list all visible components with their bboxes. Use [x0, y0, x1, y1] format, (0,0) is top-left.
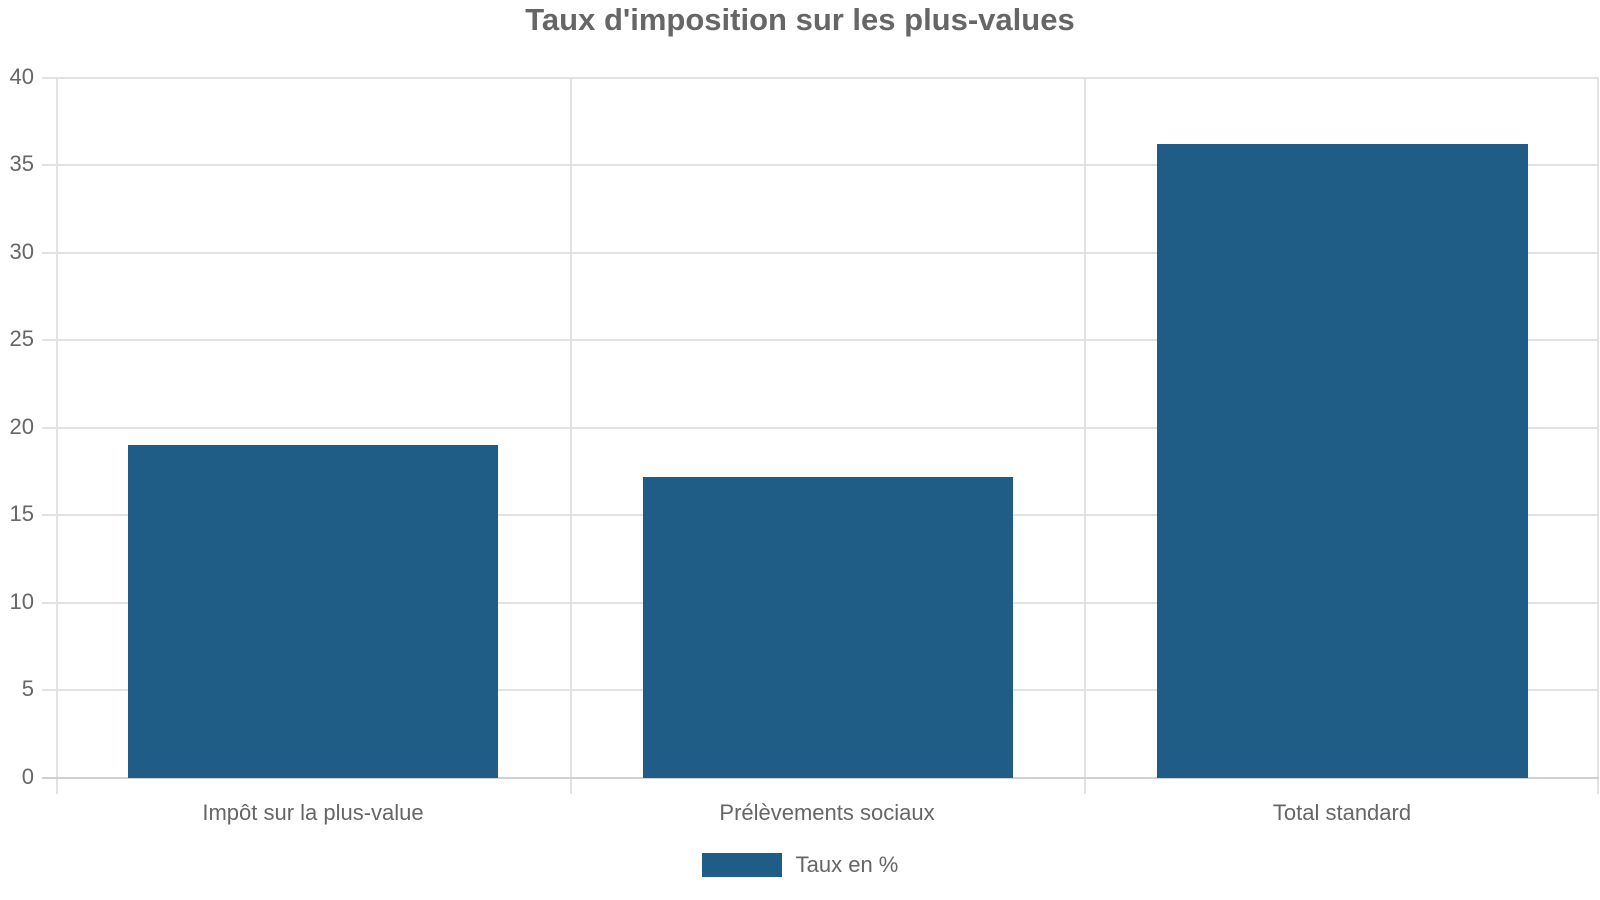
bar-prelevements-sociaux[interactable] — [643, 476, 1013, 778]
gridline-30 — [42, 252, 1599, 254]
y-tick-label: 10 — [9, 589, 34, 614]
y-tick-label: 40 — [9, 64, 34, 89]
chart-title: Taux d'imposition sur les plus-values — [525, 2, 1075, 37]
plot-area: 0 5 10 15 20 25 30 35 40 — [10, 64, 1599, 794]
y-tick-label: 0 — [21, 764, 34, 789]
gridline-40 — [42, 77, 1599, 79]
x-tick-label: Impôt sur la plus-value — [202, 800, 424, 825]
axis-line-y — [56, 77, 58, 794]
y-tick-label: 25 — [9, 326, 34, 351]
gridline-20 — [42, 427, 1599, 429]
gridline-35 — [42, 164, 1599, 166]
legend-swatch-icon[interactable] — [701, 853, 782, 877]
bar-total-standard[interactable] — [1157, 143, 1528, 778]
y-tick-label: 30 — [9, 239, 34, 264]
x-tick-label: Prélèvements sociaux — [719, 800, 935, 825]
y-tick-label: 15 — [9, 501, 34, 526]
y-tick-label: 20 — [9, 414, 34, 439]
y-tick-label: 5 — [21, 676, 34, 701]
x-tick-label: Total standard — [1272, 800, 1412, 825]
legend: Taux en % — [0, 852, 1600, 878]
bar-impot-plus-value[interactable] — [128, 445, 498, 778]
y-tick-label: 35 — [9, 151, 34, 176]
vertical-gridline — [1084, 77, 1086, 794]
x-axis-line — [42, 777, 1599, 779]
vertical-gridline — [570, 77, 572, 794]
vertical-gridline — [1597, 77, 1599, 794]
gridline-25 — [42, 339, 1599, 341]
legend-label[interactable]: Taux en % — [795, 852, 899, 877]
